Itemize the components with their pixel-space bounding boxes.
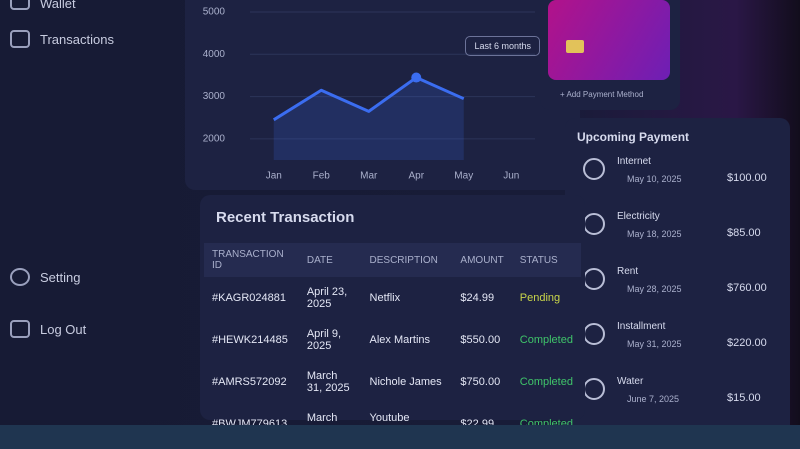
card-chip <box>566 40 584 53</box>
column-header: AMOUNT <box>452 243 512 277</box>
cell: #KAGR024881 <box>212 292 286 304</box>
column-header: STATUS <box>511 243 581 277</box>
nav-item[interactable]: Log Out <box>40 322 87 337</box>
icon <box>583 213 605 235</box>
icon <box>583 158 605 180</box>
icon <box>583 268 605 290</box>
table-row: #KAGR024881 April 23, 2025 Netflix $24.99 Pe… <box>204 277 581 319</box>
upcoming-panel: Upcoming Payment Internet May 10, 2025 $10… <box>565 118 790 438</box>
cell: $750.00 <box>460 376 501 388</box>
cell: Pending <box>519 292 561 304</box>
item-name: Electricity <box>617 211 660 222</box>
nav-item[interactable]: Transactions <box>40 32 114 47</box>
item-amount: $15.00 <box>727 392 761 404</box>
peak-marker <box>411 72 422 83</box>
y-tick-label: 5000 <box>203 7 226 18</box>
item-name: Installment <box>617 321 666 332</box>
upcoming-item: Water June 7, 2025 $15.00 <box>577 374 797 426</box>
cell: April 9, 2025 <box>306 328 342 352</box>
line <box>272 76 465 122</box>
filter-dropdown[interactable]: Last 6 months <box>465 36 540 56</box>
upcoming-item: Installment May 31, 2025 $220.00 <box>577 319 797 371</box>
item-name: Internet <box>617 156 651 167</box>
y-tick-label: 4000 <box>203 49 226 60</box>
upcoming-item: Electricity May 18, 2025 $85.00 <box>577 209 797 261</box>
nav-item[interactable]: Setting <box>40 270 81 285</box>
cell: $550.00 <box>460 334 501 346</box>
item-amount: $100.00 <box>727 172 767 184</box>
cell: Completed <box>519 334 573 346</box>
item-name: Rent <box>617 266 639 277</box>
cell: April 23, 2025 <box>306 286 348 310</box>
column-header: DATE <box>298 243 362 277</box>
item-date: May 18, 2025 <box>627 229 682 239</box>
x-tick-label: Jan <box>266 171 282 182</box>
payment-card <box>548 0 670 80</box>
upcoming-item: Internet May 10, 2025 $100.00 <box>577 154 797 206</box>
column-header: TRANSACTION ID <box>204 243 299 277</box>
y-tick-label: 2000 <box>203 133 226 144</box>
cell: Alex Martins <box>369 334 431 346</box>
bottom-bar <box>0 425 800 449</box>
transactions-panel: Recent Transaction TRANSACTION ID DATE DES… <box>200 195 585 436</box>
cell: #AMRS572092 <box>212 376 287 388</box>
add-payment[interactable]: + Add Payment Method <box>560 90 644 99</box>
item-name: Water <box>617 376 644 387</box>
item-date: May 31, 2025 <box>627 339 682 349</box>
card-panel: + Add Payment Method <box>540 0 680 110</box>
x-tick-label: Jun <box>503 171 519 182</box>
header-row: TRANSACTION ID DATE DESCRIPTION AMOUNT STATU… <box>204 243 581 277</box>
transactions-table: TRANSACTION ID DATE DESCRIPTION AMOUNT STATU… <box>204 243 581 445</box>
table-row: #HEWK214485 April 9, 2025 Alex Martins $550… <box>204 319 581 361</box>
item-amount: $760.00 <box>727 282 767 294</box>
icon <box>583 323 605 345</box>
item-amount: $220.00 <box>727 337 767 349</box>
cell: Nichole James <box>369 376 442 388</box>
y-tick-label: 3000 <box>203 91 226 102</box>
item-date: May 28, 2025 <box>627 284 682 294</box>
x-tick-label: Mar <box>360 171 378 182</box>
upcoming-item: Rent May 28, 2025 $760.00 <box>577 264 797 316</box>
cell: Completed <box>519 376 573 388</box>
chart-panel: Last 6 months 2000 3000 4000 5000 Jan Feb Mar A… <box>185 0 580 190</box>
cell: $24.99 <box>460 292 495 304</box>
item-amount: $85.00 <box>727 227 761 239</box>
cell: #HEWK214485 <box>212 334 288 346</box>
icon <box>583 378 605 400</box>
table-title: Recent Transaction <box>216 209 355 226</box>
icon <box>10 0 30 10</box>
item-date: June 7, 2025 <box>627 394 680 404</box>
icon <box>10 320 30 338</box>
chart: 2000 3000 4000 5000 Jan Feb Mar Apr May Jun <box>203 7 535 182</box>
table-row: #AMRS572092 March 31, 2025 Nichole James $7… <box>204 361 581 403</box>
column-header: DESCRIPTION <box>361 243 453 277</box>
area <box>273 77 464 160</box>
x-tick-label: Feb <box>313 171 331 182</box>
upcoming-title: Upcoming Payment <box>577 130 690 144</box>
item-date: May 10, 2025 <box>627 174 682 184</box>
cell: March 31, 2025 <box>306 370 350 394</box>
x-tick-label: Apr <box>408 171 424 182</box>
icon <box>10 30 30 48</box>
x-tick-label: May <box>454 171 473 182</box>
nav-item[interactable]: Wallet <box>40 0 76 11</box>
sidebar: Wallet Transactions Setting Log Out <box>0 0 180 420</box>
icon <box>10 268 30 286</box>
cell: Netflix <box>369 292 401 304</box>
